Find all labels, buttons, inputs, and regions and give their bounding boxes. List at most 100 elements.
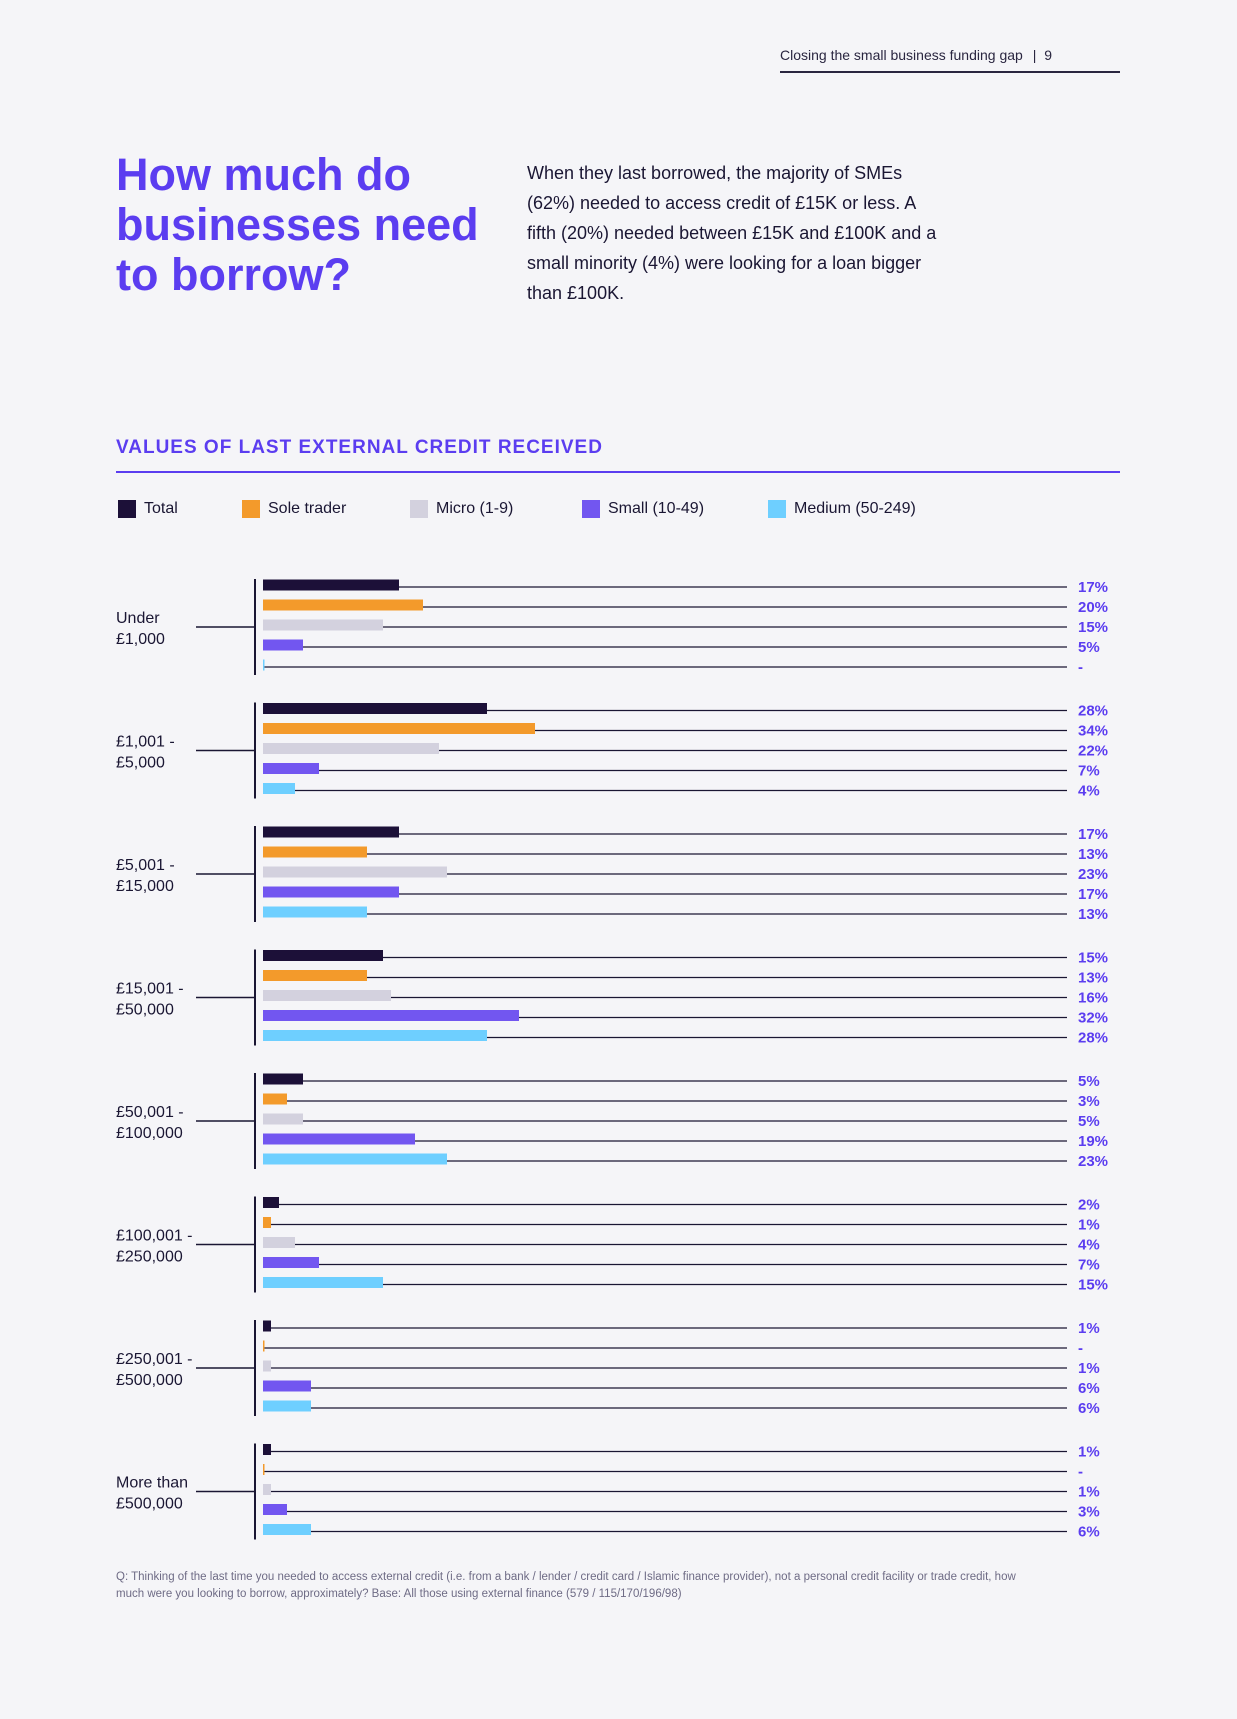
bar — [263, 846, 367, 858]
value-label: 2% — [1078, 1197, 1100, 1214]
legend-item: Total — [118, 500, 178, 518]
bar — [263, 990, 391, 1001]
bar — [263, 1073, 303, 1085]
bar — [263, 1320, 271, 1332]
value-label: 6% — [1078, 1524, 1100, 1541]
legend-item: Small (10-49) — [582, 500, 704, 518]
bar — [263, 619, 383, 631]
bar — [263, 1237, 295, 1248]
bar — [263, 1444, 271, 1455]
value-label: 3% — [1078, 1504, 1100, 1521]
legend-swatch — [118, 500, 136, 518]
value-label: 5% — [1078, 1073, 1100, 1090]
bar — [263, 1093, 287, 1105]
value-label: 1% — [1078, 1360, 1100, 1377]
value-label: 7% — [1078, 763, 1100, 780]
value-label: 4% — [1078, 1237, 1100, 1254]
value-label: 15% — [1078, 1277, 1108, 1294]
category-label: £15,001 -£50,000 — [116, 981, 184, 1019]
bar — [263, 906, 367, 918]
running-header: Closing the small business funding gap |… — [780, 47, 1120, 73]
value-label: 34% — [1078, 723, 1108, 740]
value-label: 17% — [1078, 826, 1108, 843]
category-label: £5,001 -£15,000 — [116, 857, 175, 895]
legend-item: Sole trader — [242, 500, 346, 518]
value-label: - — [1078, 659, 1083, 676]
bar — [263, 763, 319, 774]
value-label: 13% — [1078, 906, 1108, 923]
value-label: 15% — [1078, 619, 1108, 636]
page-title: How much do businesses need to borrow? — [116, 149, 479, 300]
bar — [263, 1197, 279, 1208]
legend-swatch — [242, 500, 260, 518]
legend-label: Micro (1-9) — [436, 500, 514, 517]
value-label: 28% — [1078, 1030, 1108, 1047]
value-label: - — [1078, 1340, 1083, 1357]
value-label: 5% — [1078, 1113, 1100, 1130]
value-label: 23% — [1078, 1153, 1108, 1170]
bar — [263, 1217, 271, 1228]
value-label: 13% — [1078, 970, 1108, 987]
bar — [263, 1153, 447, 1165]
value-label: 6% — [1078, 1400, 1100, 1417]
bar — [263, 1113, 303, 1125]
legend-item: Medium (50-249) — [768, 500, 916, 518]
header-separator: | — [1032, 47, 1037, 63]
bar — [263, 826, 399, 838]
value-label: 4% — [1078, 783, 1100, 800]
chart-legend: Total Sole trader Micro (1-9) Small (10-49)… — [118, 500, 1118, 524]
bar — [263, 866, 447, 878]
legend-swatch — [582, 500, 600, 518]
value-label: 6% — [1078, 1380, 1100, 1397]
footnote: Q: Thinking of the last time you needed … — [116, 1571, 1016, 1600]
bar — [263, 703, 487, 714]
value-label: 13% — [1078, 846, 1108, 863]
bar — [263, 1464, 265, 1475]
value-label: 15% — [1078, 950, 1108, 967]
document-title: Closing the small business funding gap — [780, 47, 1023, 63]
bar — [263, 1277, 383, 1288]
value-label: 23% — [1078, 866, 1108, 883]
value-label: 5% — [1078, 639, 1100, 656]
bar — [263, 639, 303, 651]
bar — [263, 599, 423, 611]
category-label: £100,001 -£250,000 — [116, 1228, 193, 1266]
value-label: 16% — [1078, 990, 1108, 1007]
legend-label: Small (10-49) — [608, 500, 705, 517]
bar — [263, 1257, 319, 1268]
value-label: 17% — [1078, 886, 1108, 903]
bar — [263, 1524, 311, 1535]
legend-label: Medium (50-249) — [794, 500, 916, 517]
category-label: £50,001 -£100,000 — [116, 1104, 184, 1142]
chart-title: VALUES OF LAST EXTERNAL CREDIT RECEIVED — [116, 437, 1120, 473]
value-label: - — [1078, 1464, 1083, 1481]
bar — [263, 1010, 519, 1021]
bar — [263, 1504, 287, 1515]
bar — [263, 886, 399, 898]
intro-paragraph: When they last borrowed, the majority of… — [527, 163, 937, 303]
bar — [263, 723, 535, 734]
category-label: More than £500,000 — [116, 1475, 188, 1513]
value-label: 1% — [1078, 1217, 1100, 1234]
category-label: £250,001 -£500,000 — [116, 1351, 193, 1389]
bar — [263, 1133, 415, 1145]
value-label: 7% — [1078, 1257, 1100, 1274]
value-label: 1% — [1078, 1444, 1100, 1461]
bar — [263, 1380, 311, 1392]
legend-swatch — [768, 500, 786, 518]
value-label: 1% — [1078, 1320, 1100, 1337]
value-label: 22% — [1078, 743, 1108, 760]
legend-item: Micro (1-9) — [410, 500, 513, 518]
bar — [263, 579, 399, 591]
value-label: 19% — [1078, 1133, 1108, 1150]
bar — [263, 1360, 271, 1372]
value-label: 32% — [1078, 1010, 1108, 1027]
bar — [263, 1340, 265, 1352]
category-label: £1,001 -£5,000 — [116, 734, 175, 772]
value-label: 1% — [1078, 1484, 1100, 1501]
bar — [263, 950, 383, 961]
legend-label: Sole trader — [268, 500, 347, 517]
bar — [263, 743, 439, 754]
value-label: 3% — [1078, 1093, 1100, 1110]
